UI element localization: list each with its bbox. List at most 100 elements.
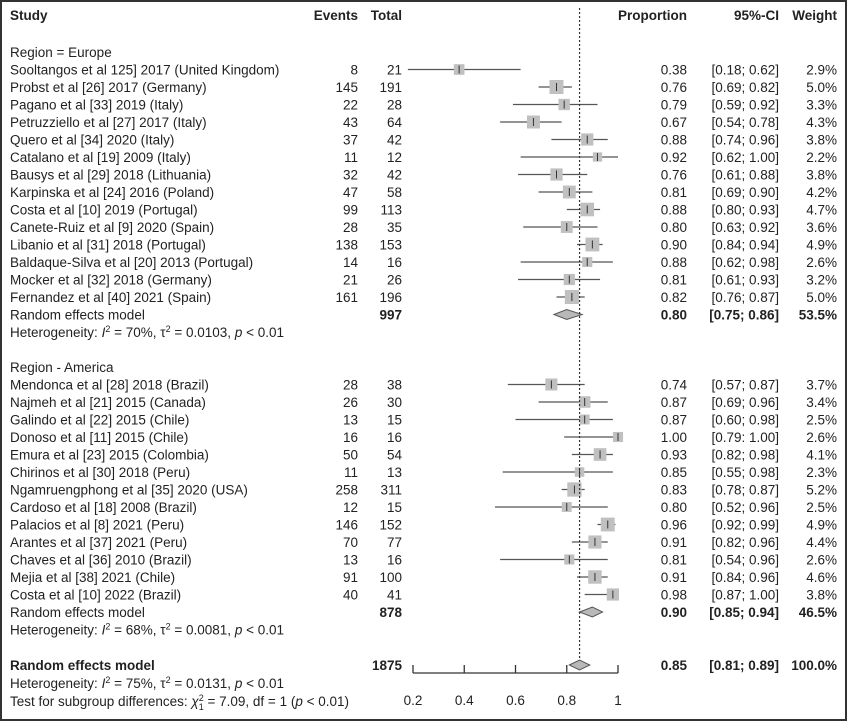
study-total: 21 [387, 63, 402, 78]
study-ci: [0.69; 0.90] [711, 185, 779, 200]
study-proportion: 0.88 [661, 203, 687, 218]
study-ci: [0.52; 0.96] [711, 500, 779, 515]
study-proportion: 0.91 [661, 570, 687, 585]
study-total: 64 [387, 115, 403, 130]
study-proportion: 0.81 [661, 185, 687, 200]
study-name: Petruzziello et al [27] 2017 (Italy) [10, 115, 207, 130]
study-name: Probst et al [26] 2017 (Germany) [10, 80, 207, 95]
study-weight: 3.3% [806, 98, 837, 113]
study-proportion: 0.90 [661, 238, 687, 253]
study-total: 38 [387, 378, 402, 393]
superscript-2: 2 [166, 675, 171, 685]
study-weight: 2.6% [806, 430, 837, 445]
subgroup-model-total: 878 [379, 605, 402, 620]
subgroup-model-diamond [552, 308, 584, 321]
study-total: 16 [387, 553, 402, 568]
study-ci: [0.18; 0.62] [711, 63, 779, 78]
study-events: 161 [335, 290, 358, 305]
het-prefix: Heterogeneity: [10, 676, 102, 691]
study-weight: 4.4% [806, 535, 837, 550]
study-name: Catalano et al [19] 2009 (Italy) [10, 150, 191, 165]
study-events: 8 [350, 63, 358, 78]
study-name: Canete-Ruiz et al [9] 2020 (Spain) [10, 220, 214, 235]
header-events: Events [314, 8, 358, 23]
study-total: 30 [387, 395, 402, 410]
study-name: Chirinos et al [30] 2018 (Peru) [10, 465, 190, 480]
het-i2: I [102, 325, 106, 340]
study-events: 145 [335, 80, 358, 95]
heterogeneity-text: Heterogeneity: I2 = 75%, τ2 = 0.0131, p … [10, 675, 284, 691]
het-p-value: < 0.01 [242, 623, 284, 638]
study-proportion: 0.82 [661, 290, 687, 305]
study-proportion: 0.96 [661, 518, 687, 533]
x-tick-label: 0.6 [506, 693, 525, 708]
study-weight: 2.5% [806, 500, 837, 515]
study-total: 113 [380, 203, 402, 218]
study-proportion: 0.98 [661, 588, 687, 603]
study-ci: [0.60; 0.98] [711, 413, 779, 428]
study-proportion: 0.67 [661, 115, 687, 130]
study-proportion: 0.83 [661, 483, 687, 498]
test-chi-subscript: 1 [199, 702, 204, 712]
study-events: 13 [343, 553, 358, 568]
study-proportion: 0.76 [661, 80, 687, 95]
study-events: 21 [343, 273, 358, 288]
het-tau: τ [160, 676, 166, 691]
study-proportion: 0.38 [661, 63, 687, 78]
group-label: Region - America [10, 360, 114, 375]
overall-model-diamond [568, 659, 591, 671]
study-total: 42 [387, 133, 402, 148]
study-weight: 2.5% [806, 413, 837, 428]
study-name: Donoso et al [11] 2015 (Chile) [10, 430, 188, 445]
group-label: Region = Europe [10, 45, 112, 60]
subgroup-model-weight: 53.5% [799, 308, 837, 323]
study-proportion: 0.79 [661, 98, 687, 113]
study-proportion: 0.87 [661, 413, 687, 428]
study-ci: [0.92; 0.99] [711, 518, 779, 533]
het-i2-value: = 70%, [110, 325, 160, 340]
test-value: = 7.09, df = 1 ( [204, 694, 296, 709]
study-events: 11 [344, 465, 358, 480]
study-events: 26 [343, 395, 358, 410]
study-name: Baldaque-Silva et al [20] 2013 (Portugal… [10, 255, 253, 270]
x-tick-label: 0.2 [404, 693, 423, 708]
study-total: 42 [387, 168, 402, 183]
study-weight: 2.9% [806, 63, 837, 78]
study-ci: [0.74; 0.96] [711, 133, 779, 148]
study-weight: 5.2% [806, 483, 837, 498]
header-weight: Weight [792, 8, 837, 23]
study-weight: 4.6% [806, 570, 837, 585]
study-name: Costa et al [10] 2019 (Portugal) [10, 203, 198, 218]
study-proportion: 0.93 [661, 448, 687, 463]
study-name: Cardoso et al [18] 2008 (Brazil) [10, 500, 197, 515]
study-name: Arantes et al [37] 2021 (Peru) [10, 535, 187, 550]
study-events: 11 [344, 150, 358, 165]
study-total: 13 [387, 465, 402, 480]
test-prefix: Test for subgroup differences: [10, 694, 191, 709]
x-tick-label: 0.8 [557, 693, 576, 708]
study-ci: [0.84; 0.94] [711, 238, 779, 253]
study-ci: [0.82; 0.96] [711, 535, 779, 550]
superscript-2: 2 [199, 693, 204, 703]
superscript-2: 2 [166, 324, 171, 334]
study-weight: 3.7% [806, 378, 837, 393]
study-ci: [0.63; 0.92] [711, 220, 779, 235]
study-weight: 2.3% [806, 465, 837, 480]
study-name: Libanio et al [31] 2018 (Portugal) [10, 238, 206, 253]
study-events: 70 [343, 535, 358, 550]
study-total: 191 [379, 80, 402, 95]
het-prefix: Heterogeneity: [10, 623, 102, 638]
study-weight: 4.3% [806, 115, 837, 130]
study-proportion: 0.74 [661, 378, 688, 393]
study-events: 99 [343, 203, 358, 218]
superscript-2: 2 [105, 622, 110, 632]
study-proportion: 0.88 [661, 133, 687, 148]
superscript-2: 2 [105, 675, 110, 685]
study-ci: [0.69; 0.82] [711, 80, 779, 95]
study-total: 26 [387, 273, 402, 288]
study-name: Najmeh et al [21] 2015 (Canada) [10, 395, 206, 410]
study-ci: [0.54; 0.96] [711, 553, 779, 568]
study-weight: 3.2% [806, 273, 837, 288]
